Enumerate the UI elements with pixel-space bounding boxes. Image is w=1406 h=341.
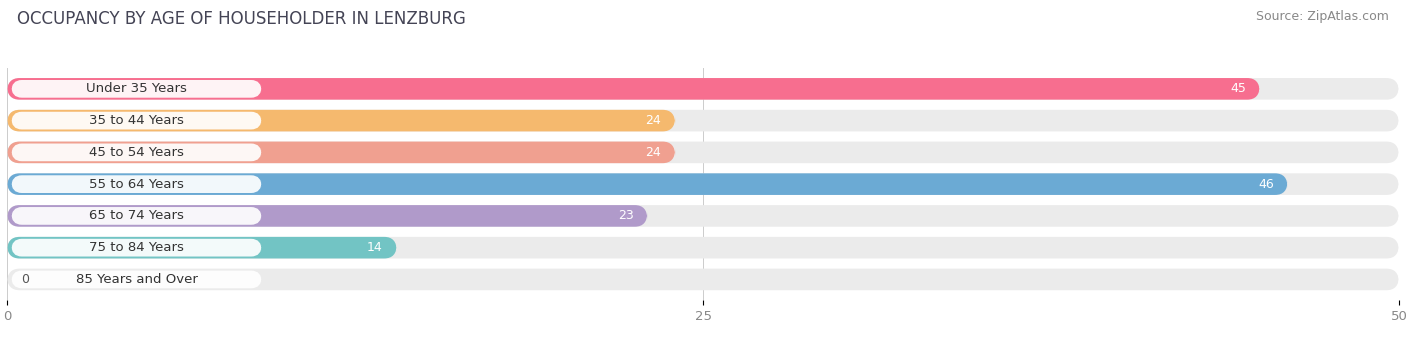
Text: 45: 45 [1230,82,1246,95]
FancyBboxPatch shape [7,142,1399,163]
FancyBboxPatch shape [7,78,1260,100]
FancyBboxPatch shape [7,110,1399,131]
FancyBboxPatch shape [7,78,1399,100]
Text: 45 to 54 Years: 45 to 54 Years [89,146,184,159]
FancyBboxPatch shape [7,110,675,131]
FancyBboxPatch shape [11,175,262,193]
Text: OCCUPANCY BY AGE OF HOUSEHOLDER IN LENZBURG: OCCUPANCY BY AGE OF HOUSEHOLDER IN LENZB… [17,10,465,28]
FancyBboxPatch shape [7,237,1399,258]
Text: 46: 46 [1258,178,1274,191]
FancyBboxPatch shape [11,80,262,98]
FancyBboxPatch shape [7,173,1288,195]
Text: 85 Years and Over: 85 Years and Over [76,273,197,286]
FancyBboxPatch shape [7,173,1399,195]
Text: 75 to 84 Years: 75 to 84 Years [89,241,184,254]
Text: Source: ZipAtlas.com: Source: ZipAtlas.com [1256,10,1389,23]
FancyBboxPatch shape [11,144,262,161]
FancyBboxPatch shape [11,239,262,256]
FancyBboxPatch shape [11,270,262,288]
FancyBboxPatch shape [11,207,262,225]
Text: 24: 24 [645,114,661,127]
Text: 55 to 64 Years: 55 to 64 Years [89,178,184,191]
Text: 65 to 74 Years: 65 to 74 Years [89,209,184,222]
FancyBboxPatch shape [7,237,396,258]
Text: 14: 14 [367,241,382,254]
FancyBboxPatch shape [7,142,675,163]
FancyBboxPatch shape [11,112,262,130]
Text: 35 to 44 Years: 35 to 44 Years [89,114,184,127]
Text: 0: 0 [21,273,30,286]
Text: Under 35 Years: Under 35 Years [86,82,187,95]
FancyBboxPatch shape [7,205,647,227]
Text: 24: 24 [645,146,661,159]
Text: 23: 23 [617,209,633,222]
FancyBboxPatch shape [7,205,1399,227]
FancyBboxPatch shape [7,269,1399,290]
